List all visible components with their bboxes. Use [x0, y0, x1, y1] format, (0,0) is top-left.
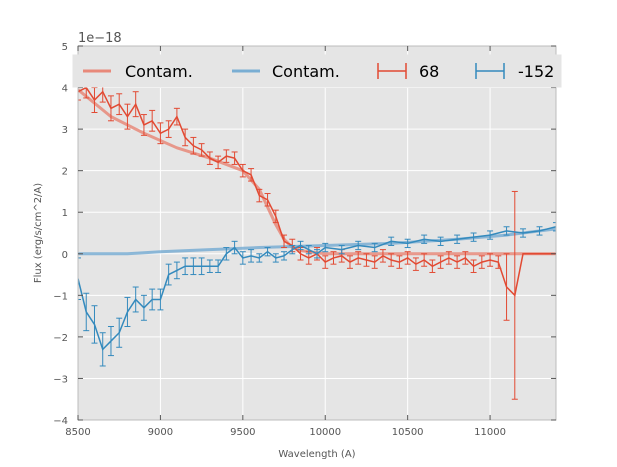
- x-tick-label: 9000: [148, 427, 173, 438]
- x-tick-label: 9500: [230, 427, 255, 438]
- legend-label: -152: [518, 62, 554, 81]
- x-tick-label: 10000: [309, 427, 341, 438]
- legend-label: Contam.: [125, 62, 193, 81]
- y-tick-label: −4: [53, 416, 68, 427]
- y-tick-label: 4: [62, 84, 68, 95]
- x-tick-label: 8500: [65, 427, 90, 438]
- legend-label: 68: [419, 62, 439, 81]
- y-tick-label: 2: [62, 167, 68, 178]
- y-tick-label: −3: [53, 374, 68, 385]
- y-axis-ticks: −4 −3 −2 −1 0 1 2 3 4 5: [53, 42, 556, 427]
- legend: Contam. Contam. 68 -152: [72, 54, 562, 88]
- x-axis-ticks: 8500 9000 9500 10000 10500 11000: [65, 46, 506, 438]
- x-axis-label: Wavelength (A): [278, 449, 355, 460]
- y-axis-label: Flux (erg/s/cm^2/A): [33, 183, 44, 283]
- y-tick-label: 5: [62, 42, 68, 53]
- series-group: [78, 76, 556, 400]
- x-tick-label: 10500: [392, 427, 424, 438]
- y-axis-offset-label: 1e−18: [78, 31, 122, 46]
- series-layer: [78, 76, 556, 400]
- plot-area: [78, 46, 556, 420]
- y-tick-label: 3: [62, 125, 68, 136]
- y-tick-label: 0: [62, 250, 68, 261]
- legend-label: Contam.: [272, 62, 340, 81]
- y-tick-label: −2: [53, 333, 68, 344]
- plot-frame: [77, 45, 557, 421]
- x-tick-label: 11000: [474, 427, 506, 438]
- y-tick-label: 1: [62, 208, 68, 219]
- y-tick-label: −1: [53, 291, 68, 302]
